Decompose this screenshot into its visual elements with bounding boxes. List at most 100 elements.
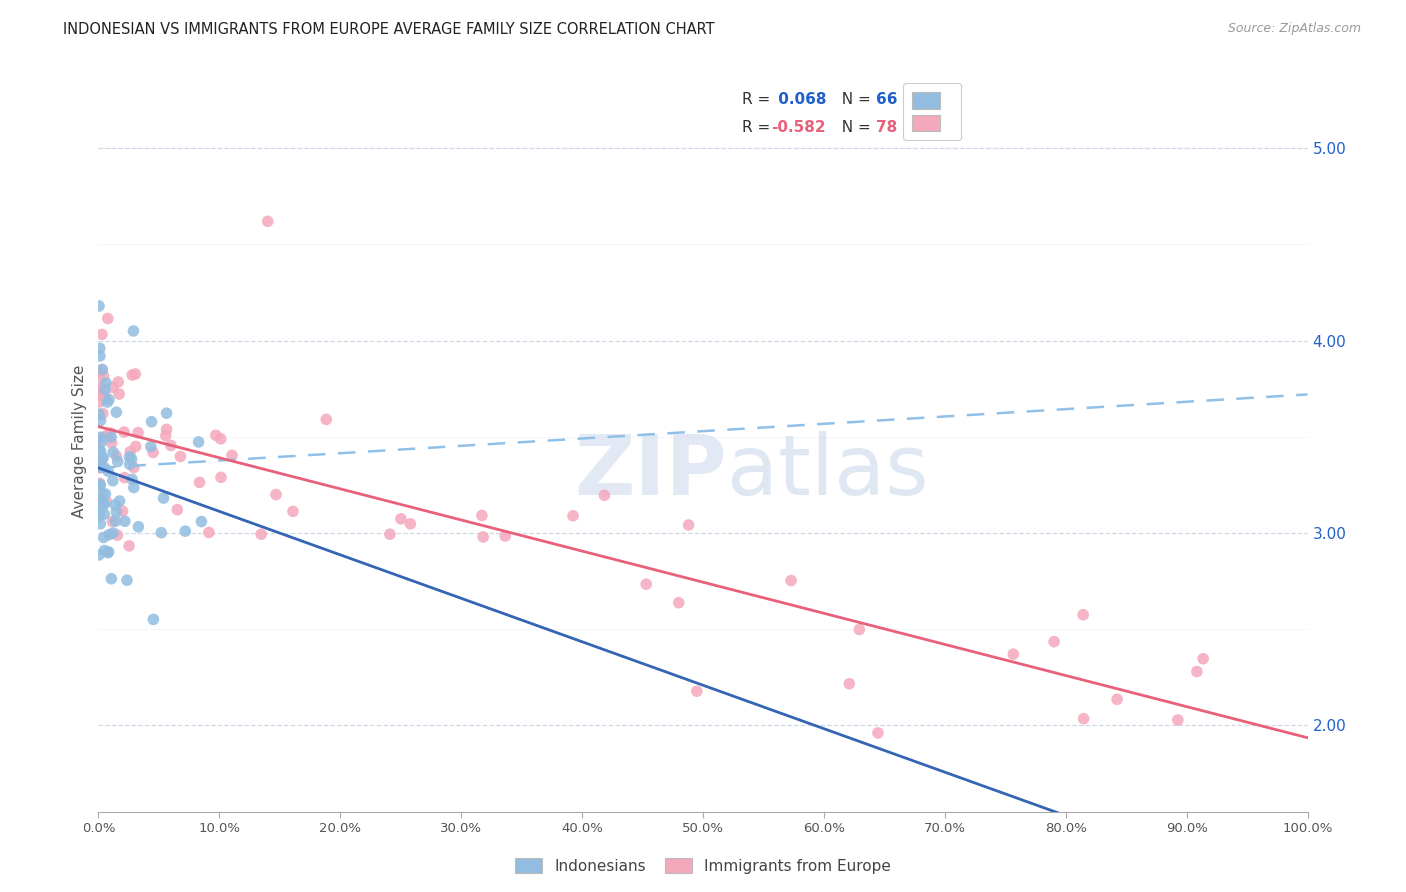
Point xyxy=(121,472,143,486)
Point xyxy=(89,460,111,475)
Point xyxy=(668,596,690,610)
Text: atlas: atlas xyxy=(727,431,929,512)
Point xyxy=(142,612,165,626)
Point xyxy=(399,516,422,531)
Point xyxy=(160,438,183,452)
Point xyxy=(124,367,146,381)
Point xyxy=(205,428,228,442)
Point xyxy=(96,395,118,409)
Point xyxy=(1043,634,1066,648)
Point xyxy=(101,515,124,529)
Point xyxy=(89,366,111,380)
Point xyxy=(142,445,165,459)
Point xyxy=(107,375,129,389)
Point xyxy=(315,412,337,426)
Point xyxy=(105,505,128,519)
Point xyxy=(89,508,111,523)
Point xyxy=(101,526,124,541)
Point xyxy=(94,376,117,390)
Point xyxy=(114,470,136,484)
Point xyxy=(1185,665,1208,679)
Point xyxy=(472,530,495,544)
Point xyxy=(780,574,803,588)
Text: R =: R = xyxy=(742,120,775,135)
Point xyxy=(101,474,124,488)
Point xyxy=(1107,692,1129,706)
Y-axis label: Average Family Size: Average Family Size xyxy=(72,365,87,518)
Point xyxy=(838,677,860,691)
Point xyxy=(636,577,658,591)
Point xyxy=(100,436,122,450)
Point xyxy=(118,450,141,464)
Point xyxy=(866,726,889,740)
Point xyxy=(100,572,122,586)
Point xyxy=(93,369,115,384)
Point xyxy=(91,387,114,401)
Point xyxy=(155,428,177,442)
Point xyxy=(152,491,174,505)
Point xyxy=(494,529,516,543)
Point xyxy=(122,324,145,338)
Point xyxy=(104,514,127,528)
Point xyxy=(89,341,111,355)
Point xyxy=(89,476,111,491)
Point xyxy=(166,502,188,516)
Point xyxy=(155,422,177,436)
Point xyxy=(115,573,138,587)
Point xyxy=(122,460,145,475)
Point xyxy=(188,475,211,490)
Point xyxy=(93,497,115,511)
Point xyxy=(112,425,135,439)
Point xyxy=(111,504,134,518)
Point xyxy=(155,406,177,420)
Point xyxy=(89,378,111,392)
Point xyxy=(94,383,117,397)
Point xyxy=(122,481,145,495)
Point xyxy=(101,445,124,459)
Point xyxy=(90,460,112,475)
Point xyxy=(97,464,120,478)
Point xyxy=(848,623,870,637)
Point xyxy=(562,508,585,523)
Point xyxy=(221,448,243,462)
Point xyxy=(89,444,111,458)
Point xyxy=(98,527,121,541)
Point xyxy=(108,494,131,508)
Point xyxy=(91,495,114,509)
Point xyxy=(118,458,141,472)
Point xyxy=(209,432,232,446)
Point xyxy=(94,390,117,404)
Point xyxy=(90,413,112,427)
Point xyxy=(87,507,110,521)
Point xyxy=(105,449,128,463)
Point xyxy=(90,434,112,449)
Point xyxy=(90,500,112,515)
Text: 78: 78 xyxy=(876,120,897,135)
Point xyxy=(96,494,118,508)
Point xyxy=(150,525,173,540)
Point xyxy=(90,452,112,467)
Text: N =: N = xyxy=(832,92,876,107)
Point xyxy=(87,548,110,562)
Point xyxy=(187,434,209,449)
Point xyxy=(89,384,111,398)
Legend: , : , xyxy=(903,83,962,140)
Point xyxy=(250,527,273,541)
Point xyxy=(127,520,149,534)
Point xyxy=(94,429,117,443)
Point xyxy=(98,425,121,440)
Point xyxy=(141,415,163,429)
Point xyxy=(105,405,128,419)
Point xyxy=(94,487,117,501)
Point xyxy=(139,440,162,454)
Point xyxy=(91,450,114,465)
Point xyxy=(89,477,111,491)
Point xyxy=(264,487,287,501)
Point xyxy=(198,525,221,540)
Point xyxy=(471,508,494,523)
Point xyxy=(127,425,149,440)
Text: ZIP: ZIP xyxy=(575,431,727,512)
Point xyxy=(593,488,616,502)
Point xyxy=(93,543,115,558)
Point xyxy=(108,387,131,401)
